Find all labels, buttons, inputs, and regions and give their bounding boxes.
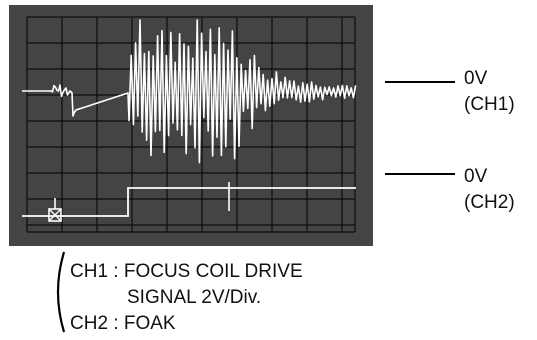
- ch1-zero-label: 0V: [464, 68, 488, 89]
- legend-ch2-description: CH2 : FOAK: [70, 313, 176, 334]
- legend-bracket: [56, 251, 66, 333]
- scope-traces: [22, 19, 357, 222]
- ch2-zero-label: 0V: [464, 166, 488, 187]
- ch1-trace: [22, 19, 357, 164]
- ch1-channel-label: (CH1): [464, 94, 515, 115]
- legend-ch1-scale: SIGNAL 2V/Div.: [127, 287, 262, 308]
- ch2-channel-label: (CH2): [464, 192, 515, 213]
- legend-ch1-description: CH1 : FOCUS COIL DRIVE: [70, 261, 303, 282]
- scope-screen: [9, 5, 373, 246]
- ch2-trace: [22, 187, 356, 217]
- ch2-trigger-marker: [48, 198, 62, 222]
